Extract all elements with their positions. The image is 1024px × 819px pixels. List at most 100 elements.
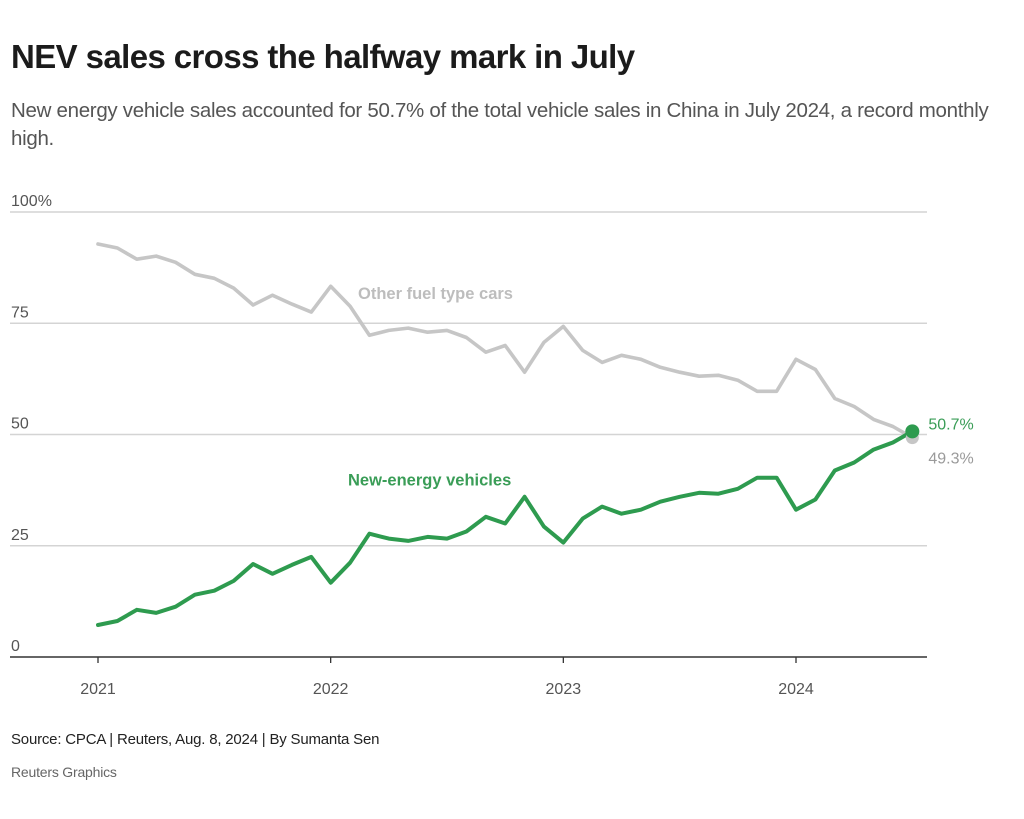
data-point	[523, 370, 527, 374]
data-point	[775, 476, 779, 480]
data-point	[658, 365, 662, 369]
data-point	[135, 257, 139, 261]
data-point	[135, 608, 139, 612]
data-point	[484, 350, 488, 354]
data-point	[833, 469, 837, 473]
end-value-label-other-fuel: 49.3%	[928, 451, 973, 468]
data-point	[348, 561, 352, 565]
data-point	[872, 448, 876, 452]
data-point	[852, 461, 856, 465]
gridlines	[10, 211, 927, 547]
data-point	[581, 348, 585, 352]
data-point	[523, 495, 527, 499]
x-tick-label: 2024	[778, 681, 814, 698]
data-point	[542, 340, 546, 344]
data-point	[678, 370, 682, 374]
data-point	[794, 357, 798, 361]
end-marker-nev	[905, 424, 920, 439]
data-point	[813, 497, 817, 501]
data-point	[251, 303, 255, 307]
y-tick-label: 50	[11, 416, 29, 433]
series-lines	[96, 242, 920, 627]
data-point	[620, 353, 624, 357]
data-point	[658, 500, 662, 504]
data-point	[639, 357, 643, 361]
y-tick-label: 0	[11, 638, 20, 655]
data-point	[600, 505, 604, 509]
data-point	[639, 508, 643, 512]
chart-subtitle: New energy vehicle sales accounted for 5…	[11, 99, 989, 150]
data-point	[736, 378, 740, 382]
data-point	[367, 333, 371, 337]
data-point	[581, 517, 585, 521]
x-tick-label: 2022	[313, 681, 349, 698]
data-point	[232, 286, 236, 290]
data-point	[154, 611, 158, 615]
chart-title: NEV sales cross the halfway mark in July	[11, 38, 635, 75]
data-point	[503, 522, 507, 526]
data-point	[736, 487, 740, 491]
data-point	[755, 389, 759, 393]
data-point	[464, 530, 468, 534]
data-point	[484, 515, 488, 519]
credit-note: Reuters Graphics	[11, 764, 117, 780]
source-note: Source: CPCA | Reuters, Aug. 8, 2024 | B…	[11, 731, 380, 748]
data-point	[271, 572, 275, 576]
data-point	[775, 389, 779, 393]
data-point	[271, 293, 275, 297]
data-point	[154, 254, 158, 258]
series-label-other-fuel: Other fuel type cars	[358, 285, 513, 303]
data-point	[542, 525, 546, 529]
data-point	[445, 537, 449, 541]
end-value-label-nev: 50.7%	[928, 416, 973, 433]
data-point	[212, 276, 216, 280]
data-point	[174, 605, 178, 609]
data-point	[232, 579, 236, 583]
y-axis-ticks: 0 25 50 75 100%	[11, 193, 52, 655]
data-point	[697, 374, 701, 378]
y-tick-label: 100%	[11, 193, 52, 210]
data-point	[697, 491, 701, 495]
data-point	[387, 537, 391, 541]
data-point	[891, 441, 895, 445]
data-point	[290, 563, 294, 567]
data-point	[193, 593, 197, 597]
data-point	[426, 330, 430, 334]
data-point	[755, 476, 759, 480]
data-point	[833, 396, 837, 400]
data-point	[813, 368, 817, 372]
data-point	[464, 335, 468, 339]
data-point	[290, 302, 294, 306]
data-point	[891, 424, 895, 428]
data-point	[367, 532, 371, 536]
x-axis: 2021 2022 2023 2024	[10, 656, 927, 698]
data-point	[620, 512, 624, 516]
data-point	[329, 581, 333, 585]
data-point	[309, 555, 313, 559]
data-point	[503, 344, 507, 348]
data-point	[852, 404, 856, 408]
series-label-nev: New-energy vehicles	[348, 472, 511, 490]
data-point	[561, 541, 565, 545]
data-point	[348, 304, 352, 308]
data-point	[115, 619, 119, 623]
data-point	[716, 492, 720, 496]
data-point	[406, 539, 410, 543]
data-point	[96, 623, 100, 627]
data-point	[193, 272, 197, 276]
data-point	[212, 589, 216, 593]
data-point	[251, 562, 255, 566]
data-point	[794, 508, 798, 512]
data-point	[716, 373, 720, 377]
data-point	[872, 417, 876, 421]
series-line-other-fuel	[96, 242, 915, 440]
data-point	[678, 495, 682, 499]
data-point	[600, 360, 604, 364]
data-point	[426, 535, 430, 539]
data-point	[406, 326, 410, 330]
line-chart: 0 25 50 75 100% 2021 2022 2023 2024 Other fuel …	[10, 193, 974, 698]
y-tick-label: 75	[11, 304, 29, 321]
x-tick-label: 2023	[546, 681, 582, 698]
series-line-nev	[96, 429, 915, 627]
data-point	[96, 242, 100, 246]
